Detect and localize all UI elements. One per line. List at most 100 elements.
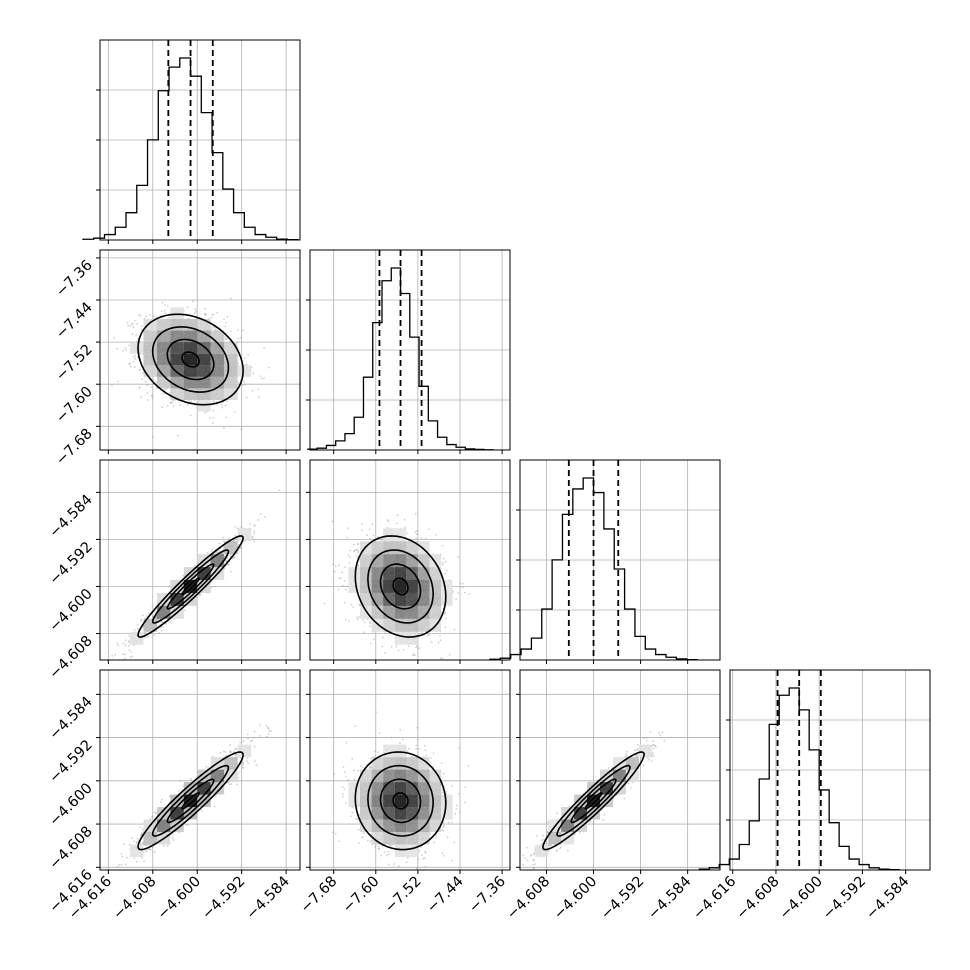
sample-point [259, 513, 262, 515]
sample-point [230, 570, 232, 573]
sample-point [245, 396, 248, 399]
sample-point [131, 333, 134, 336]
sample-point [426, 633, 429, 636]
sample-point [117, 380, 120, 383]
sample-point [141, 372, 144, 374]
sample-point [361, 523, 364, 526]
sample-point [151, 605, 154, 607]
sample-point [117, 644, 120, 647]
sample-point [237, 337, 240, 340]
sample-point [213, 326, 215, 329]
sample-point [369, 620, 371, 623]
sample-point [213, 401, 216, 404]
sample-point [170, 619, 173, 622]
sample-point [234, 525, 237, 528]
sample-point [244, 383, 247, 386]
sample-point [146, 392, 149, 395]
sample-point [179, 404, 181, 406]
sample-point [386, 526, 389, 529]
sample-point [253, 530, 256, 532]
sample-point [439, 657, 442, 660]
sample-point [111, 654, 114, 657]
sample-point [257, 519, 260, 521]
sample-point [223, 318, 225, 320]
sample-point [128, 634, 131, 637]
sample-point [251, 389, 254, 392]
sample-point [145, 315, 148, 318]
sample-point [366, 534, 368, 537]
sample-point [189, 414, 192, 417]
sample-point [138, 313, 141, 316]
sample-point [241, 384, 244, 386]
sample-point [133, 319, 136, 322]
sample-point [463, 591, 466, 594]
sample-point [212, 313, 215, 316]
sample-point [444, 572, 447, 575]
sample-point [113, 337, 115, 339]
sample-point [461, 586, 464, 589]
sample-point [381, 645, 384, 648]
sample-point [358, 616, 361, 618]
density-cell [224, 365, 238, 377]
sample-point [127, 645, 130, 647]
sample-point [384, 632, 387, 635]
sample-point [373, 638, 375, 640]
sample-point [129, 362, 131, 365]
sample-point [135, 334, 138, 337]
sample-point [229, 330, 232, 333]
sample-point [138, 386, 141, 389]
sample-point [168, 317, 171, 319]
sample-point [126, 321, 129, 324]
sample-point [260, 377, 263, 380]
sample-point [334, 565, 337, 568]
sample-point [435, 534, 438, 536]
sample-point [122, 642, 124, 645]
density-cell [224, 388, 238, 400]
sample-point [167, 585, 170, 588]
sample-point [124, 657, 126, 660]
sample-point [347, 527, 349, 529]
sample-point [225, 338, 228, 341]
sample-point [208, 417, 211, 419]
sample-point [343, 579, 346, 582]
sample-point [253, 540, 256, 543]
sample-point [139, 396, 142, 399]
sample-point [136, 624, 139, 626]
sample-point [415, 533, 418, 535]
sample-point [161, 301, 164, 304]
sample-point [252, 372, 255, 375]
sample-point [343, 601, 346, 604]
sample-point [124, 653, 126, 656]
sample-point [152, 379, 155, 382]
sample-point [441, 563, 444, 566]
sample-point [152, 315, 155, 318]
sample-point [323, 602, 326, 605]
sample-point [138, 369, 141, 372]
sample-point [134, 354, 137, 357]
sample-point [141, 378, 144, 380]
sample-point [139, 315, 142, 317]
sample-point [116, 642, 118, 645]
sample-point [453, 628, 456, 631]
sample-point [224, 404, 227, 407]
sample-point [131, 655, 134, 658]
sample-point [184, 609, 186, 611]
sample-point [445, 569, 448, 572]
sample-point [149, 313, 152, 316]
sample-point [402, 649, 405, 651]
sample-point [111, 384, 113, 387]
density-cell [156, 605, 171, 619]
sample-point [427, 528, 430, 531]
sample-point [205, 313, 207, 315]
sample-point [251, 535, 254, 538]
sample-point [353, 550, 356, 553]
sample-point [225, 416, 228, 419]
sample-point [136, 627, 139, 630]
sample-point [258, 396, 260, 399]
sample-point [127, 640, 130, 642]
sample-point [124, 644, 127, 647]
sample-point [139, 368, 142, 371]
sample-point [448, 654, 451, 656]
sample-point [212, 422, 214, 424]
